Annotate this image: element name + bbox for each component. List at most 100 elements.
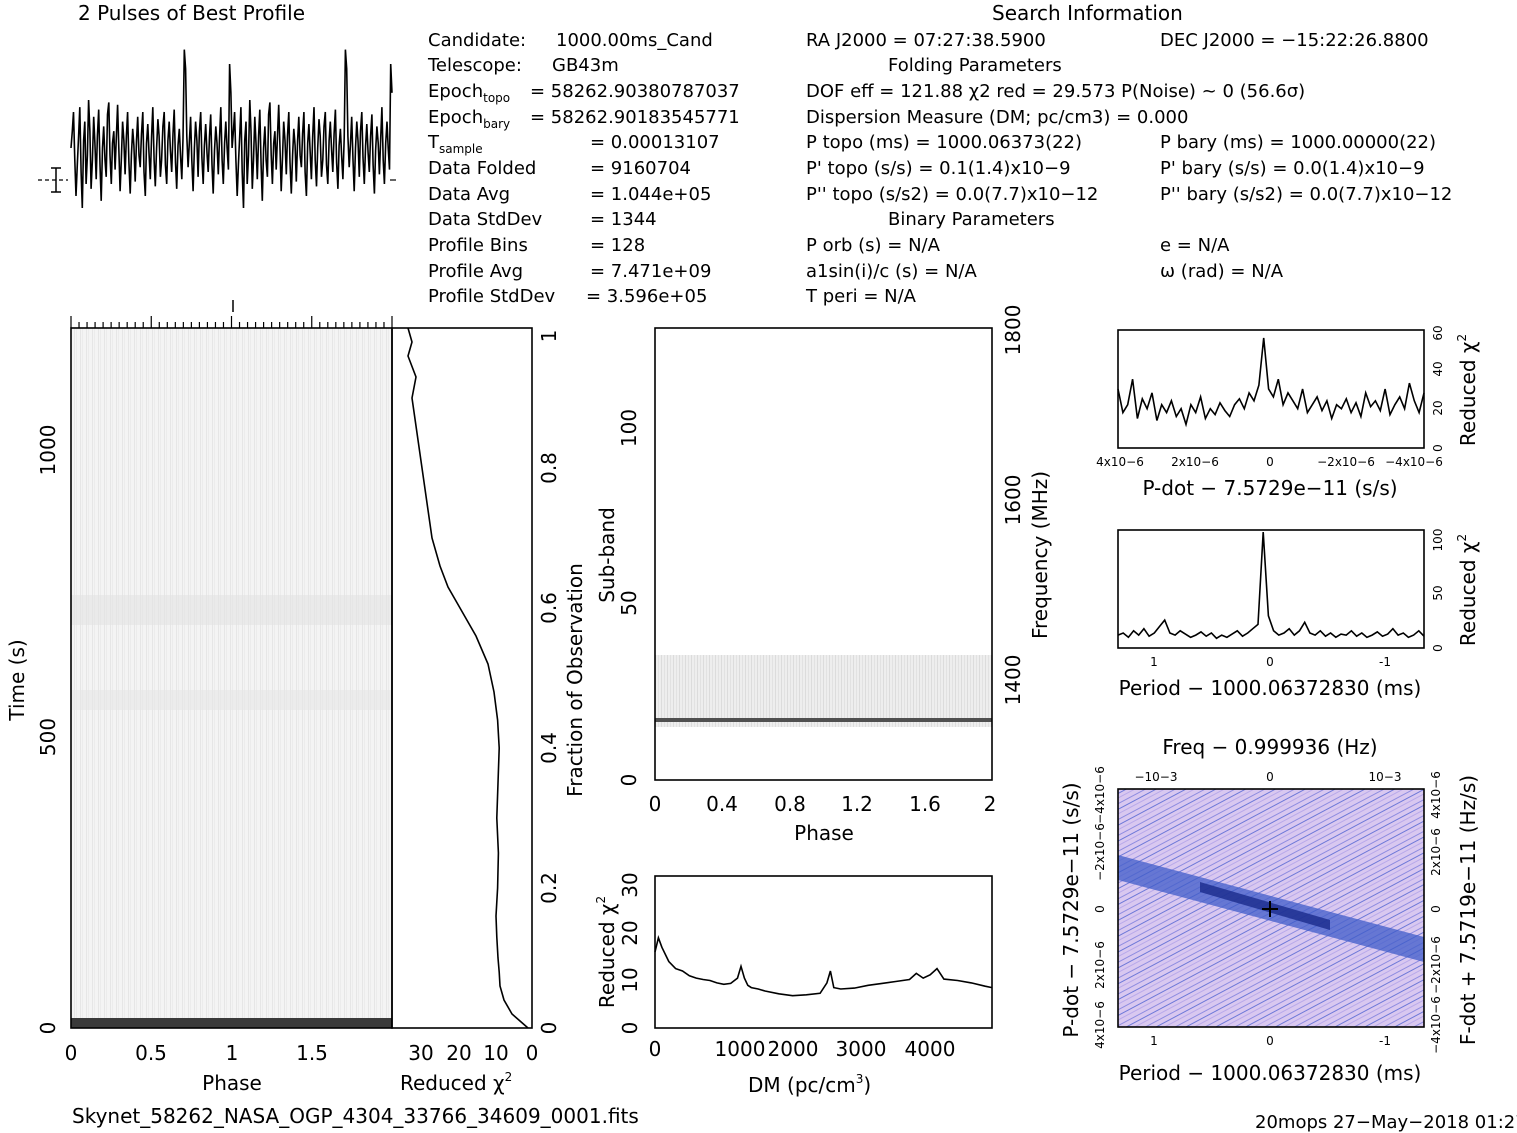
subband-ylabel: Sub-band [595,507,619,603]
info-value: = 1.044e+05 [590,184,711,205]
p-bary: P bary (ms) = 1000.00000(22) [1160,132,1436,153]
freq-title: Freq − 0.999936 (Hz) [1162,735,1377,759]
fraction-ylabel: Fraction of Observation [563,563,587,797]
pdot-ytick: 40 [1431,361,1445,376]
freq-xtick: −10−3 [1134,770,1177,784]
pdot-chi2-line [1117,337,1425,428]
p-topo: P topo (ms) = 1000.06373(22) [806,132,1082,153]
info-value: = 1344 [590,209,657,230]
subband-ytick: 100 [617,409,641,447]
period-xtick: -1 [1379,655,1391,669]
dm-ylabel: Reduced χ2 [594,896,619,1008]
plane-xtick: -1 [1379,1034,1391,1048]
time-phase-dark-band [71,1018,392,1028]
pdot-ytick: 60 [1431,325,1445,340]
info-label: Epochbary [428,107,510,131]
profile-line [70,49,393,209]
pddot-bary: P'' bary (s/s2) = 0.0(7.7)x10−12 [1160,184,1452,205]
time-chi2-xtick: 20 [446,1041,471,1065]
plane-xtick: 1 [1150,1034,1158,1048]
info-label: Data Avg [428,184,510,205]
plane-ytick: −4x10−6 [1093,766,1107,824]
time-phase-xtick: 0 [65,1041,78,1065]
plane-ytick: 4x10−6 [1093,1001,1107,1049]
fdot-ytick: 4x10−6 [1429,771,1443,819]
subband-phase-plot: 0 0.4 0.8 1.2 1.6 2 Phase 0 50 100 Sub-b… [595,305,1052,845]
time-phase-xtick: 1.5 [296,1041,328,1065]
fraction-ytick: 0.6 [537,592,561,624]
pdot-xtick: −4x10−6 [1385,455,1443,469]
plane-ytick: 2x10−6 [1093,941,1107,989]
p-pdot-core [1200,882,1330,930]
a1sini-value: a1sin(i)/c (s) = N/A [806,261,977,282]
info-label: Candidate: [428,30,526,51]
dof-chi2-line: DOF eff = 121.88 χ2 red = 29.573 P(Noise… [806,81,1305,102]
fraction-ytick: 0.8 [537,452,561,484]
period-ylabel: Reduced χ2 [1455,534,1480,646]
pddot-topo: P'' topo (s/s2) = 0.0(7.7)x10−12 [806,184,1098,205]
period-xtick: 0 [1266,655,1274,669]
pdot-xtick: 0 [1266,455,1274,469]
dm-xtick: 1000 [715,1037,766,1061]
pdot-bary: P' bary (s/s) = 0.0(1.4)x10−9 [1160,158,1425,179]
subband-heatmap [655,655,992,727]
time-chi2-xtick: 10 [483,1041,508,1065]
pdot-ytick: 20 [1431,400,1445,415]
dm-chi2-plot: 0 1000 2000 3000 4000 DM (pc/cm3) 0 10 2… [594,872,993,1097]
frequency-ylabel: Frequency (MHz) [1028,471,1052,639]
time-chi2-line [407,327,529,1029]
candidate-info: Candidate: 1000.00ms_Cand Telescope: GB4… [427,30,740,307]
ra-value: RA J2000 = 07:27:38.5900 [806,30,1046,51]
time-phase-plot: 0 0.5 1 1.5 Phase 0 500 1000 Time (s) [5,316,393,1095]
period-ytick: 100 [1431,529,1445,552]
period-ytick: 0 [1431,644,1445,652]
dm-ytick: 30 [618,872,642,897]
filename: Skynet_58262_NASA_OGP_4304_33766_34609_0… [72,1104,639,1128]
subband-xtick: 1.6 [909,792,941,816]
fraction-ytick: 1 [537,330,561,343]
info-value: = 58262.90380787037 [530,81,740,102]
time-phase-heatmap [71,328,392,1028]
dm-ytick: 20 [618,920,642,945]
search-info-title: Search Information [992,1,1183,25]
info-label: Data Folded [428,158,536,179]
subband-ytick: 0 [617,774,641,787]
fdot-ytick: 0 [1429,905,1443,913]
plane-ytick: 0 [1093,905,1107,913]
subband-xtick: 0.4 [706,792,738,816]
pdot-xtick: −2x10−6 [1317,455,1375,469]
time-phase-xlabel: Phase [202,1071,262,1095]
info-label: Profile StdDev [428,286,556,307]
time-phase-ytick: 1000 [36,425,60,476]
dm-ytick: 0 [618,1022,642,1035]
time-phase-ticks [70,316,393,328]
frequency-ytick: 1400 [1001,655,1025,706]
time-chi2-xtick: 0 [526,1041,539,1065]
tperi-value: T peri = N/A [805,286,917,307]
subband-ytick: 50 [617,590,641,615]
time-phase-ylabel: Time (s) [5,639,29,721]
time-phase-xtick: 0.5 [135,1041,167,1065]
dm-xtick: 4000 [905,1037,956,1061]
p-pdot-plane: Freq − 0.999936 (Hz) −10−3 0 10−3 1 0 -1… [1059,735,1480,1085]
pdot-xtick: 2x10−6 [1171,455,1219,469]
fraction-ytick: 0.2 [537,872,561,904]
plane-ytick: −2x10−6 [1093,823,1107,881]
e-value: e = N/A [1160,235,1230,256]
pdot-topo: P' topo (s/s) = 0.1(1.4)x10−9 [806,158,1071,179]
profile-plot [38,49,396,312]
dm-xlabel: DM (pc/cm3) [748,1072,871,1097]
subband-dark-row [655,718,992,722]
pdot-chi2-plot: 4x10−6 2x10−6 0 −2x10−6 −4x10−6 P-dot − … [1096,325,1480,500]
subband-xtick: 2 [984,792,997,816]
info-value: = 3.596e+05 [586,286,707,307]
p-pdot-frame [1117,788,1425,1028]
info-label: Profile Bins [428,235,528,256]
time-chi2-plot: 30 20 10 0 Reduced χ2 0 0.2 0.4 0.6 0.8 … [391,327,587,1095]
omega-value: ω (rad) = N/A [1160,261,1284,282]
info-value: = 128 [590,235,645,256]
time-chi2-frame [391,327,533,1029]
info-label: Tsample [427,132,483,156]
time-phase-ytick: 0 [36,1022,60,1035]
